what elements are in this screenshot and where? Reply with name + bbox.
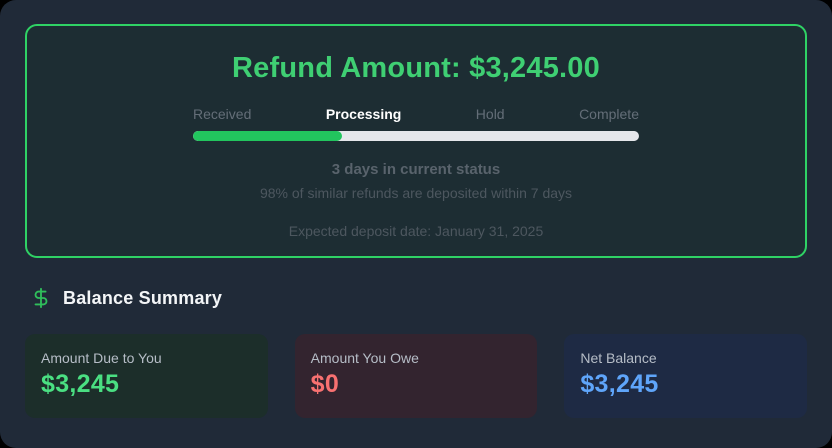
balance-card-label: Net Balance xyxy=(580,350,657,366)
progress-track xyxy=(193,131,639,141)
balance-card-amount-owed: Amount You Owe $0 xyxy=(294,334,538,418)
balance-summary-header: Balance Summary xyxy=(30,287,832,309)
balance-card-label: Amount You Owe xyxy=(310,350,419,366)
balance-cards-row: Amount Due to You $3,245 Amount You Owe … xyxy=(25,334,808,418)
progress-stage-labels: Received Processing Hold Complete xyxy=(193,106,639,122)
balance-card-amount-due: Amount Due to You $3,245 xyxy=(25,334,268,418)
stage-received: Received xyxy=(193,106,252,122)
stage-complete: Complete xyxy=(579,106,639,122)
balance-card-value: $3,245 xyxy=(580,370,659,398)
balance-card-net-balance: Net Balance $3,245 xyxy=(564,334,808,418)
balance-card-value: $0 xyxy=(310,370,340,398)
balance-card-value: $3,245 xyxy=(41,370,120,398)
status-similar-refunds-text: 98% of similar refunds are deposited wit… xyxy=(259,185,573,201)
progress-fill xyxy=(193,131,342,141)
stage-processing: Processing xyxy=(325,106,402,122)
status-days-text: 3 days in current status xyxy=(331,161,501,178)
expected-deposit-date-text: Expected deposit date: January 31, 2025 xyxy=(288,223,544,239)
refund-status-card: Refund Amount: $3,245.00 Received Proces… xyxy=(25,24,807,258)
dollar-sign-icon xyxy=(30,287,52,309)
balance-summary-title: Balance Summary xyxy=(63,287,223,308)
balance-card-label: Amount Due to You xyxy=(41,350,162,366)
stage-hold: Hold xyxy=(475,106,505,122)
refund-amount-title: Refund Amount: $3,245.00 xyxy=(232,52,600,84)
